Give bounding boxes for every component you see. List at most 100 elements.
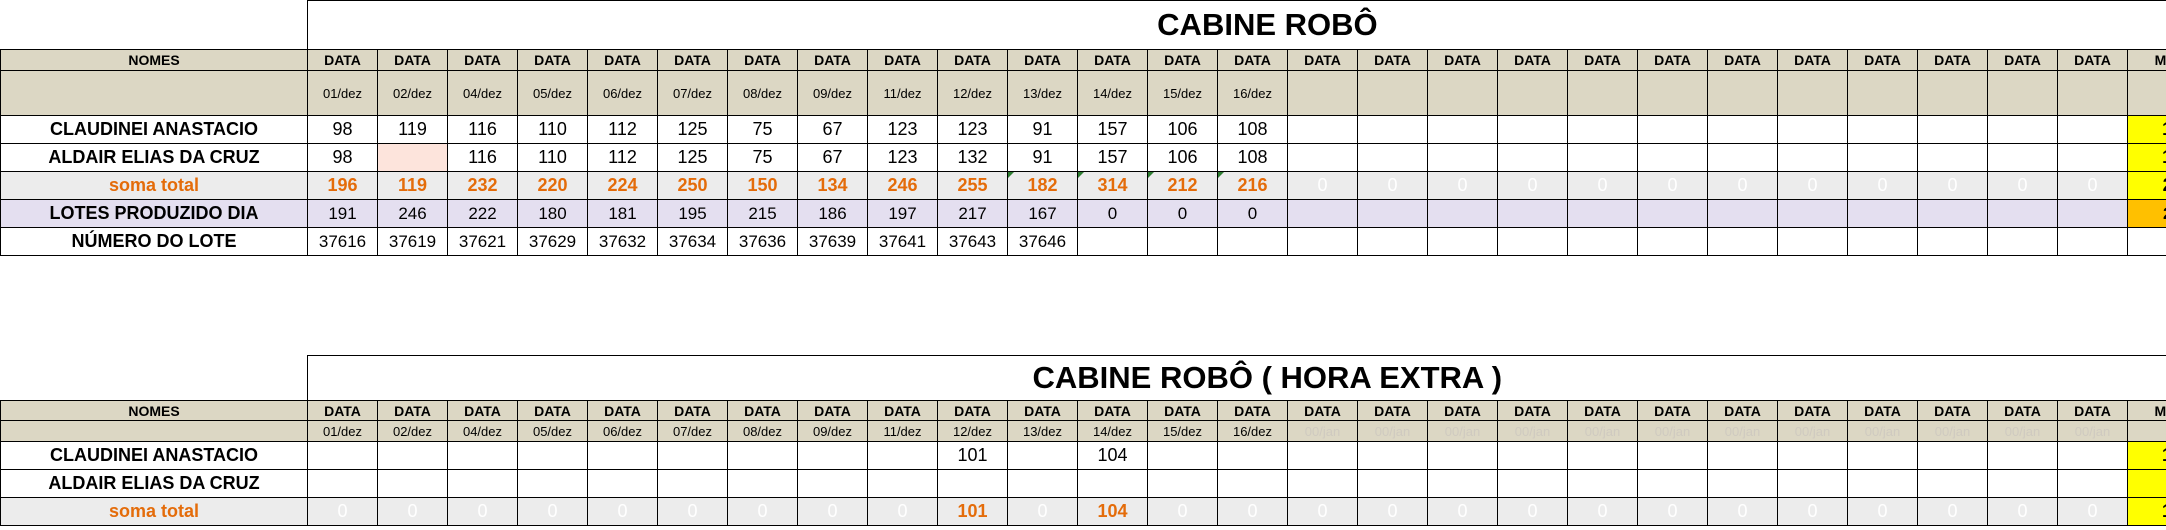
soma-total-cell[interactable]: 0 — [657, 497, 728, 526]
date-cell[interactable]: 00/jan — [1847, 420, 1918, 442]
soma-total-cell[interactable]: 0 — [1987, 171, 2058, 200]
value-cell[interactable] — [1567, 441, 1638, 470]
soma-total-cell[interactable]: 101 — [937, 497, 1008, 526]
value-cell[interactable] — [867, 441, 938, 470]
value-cell[interactable]: 98 — [307, 115, 378, 144]
numero-lote-cell[interactable]: 37629 — [517, 227, 588, 256]
soma-total-cell[interactable]: 0 — [1357, 497, 1428, 526]
soma-total-cell[interactable]: 216 — [1217, 171, 1288, 200]
media-value[interactable]: 109 — [2126, 115, 2166, 144]
value-cell[interactable] — [1917, 115, 1988, 144]
data-header[interactable]: DATA — [1077, 400, 1148, 421]
lotes-produzido-label[interactable]: LOTES PRODUZIDO DIA — [0, 199, 308, 228]
lotes-cell[interactable]: 167 — [1007, 199, 1078, 228]
data-header[interactable]: DATA — [1287, 49, 1358, 71]
numero-lote-cell[interactable]: 37643 — [937, 227, 1008, 256]
soma-total-cell[interactable]: 196 — [307, 171, 378, 200]
employee-name[interactable]: CLAUDINEI ANASTACIO — [0, 441, 308, 470]
nomes-header[interactable]: NOMES — [0, 49, 308, 71]
data-header[interactable]: DATA — [377, 400, 448, 421]
date-cell[interactable]: 08/dez — [727, 420, 798, 442]
soma-total-cell[interactable]: 0 — [1637, 497, 1708, 526]
numero-lote-cell[interactable] — [1847, 227, 1918, 256]
date-cell[interactable] — [1357, 70, 1428, 116]
media-header[interactable]: MÉDIA — [2126, 400, 2166, 421]
lotes-cell[interactable]: 215 — [727, 199, 798, 228]
numero-lote-media[interactable] — [2126, 227, 2166, 256]
value-cell[interactable] — [1427, 143, 1498, 172]
value-cell[interactable] — [1217, 469, 1288, 498]
soma-total-cell[interactable]: 0 — [447, 497, 518, 526]
data-header[interactable]: DATA — [1917, 400, 1988, 421]
value-cell[interactable] — [1357, 115, 1428, 144]
numero-lote-cell[interactable] — [1777, 227, 1848, 256]
soma-total-cell[interactable]: 0 — [1777, 171, 1848, 200]
date-cell[interactable]: 02/dez — [377, 70, 448, 116]
data-header[interactable]: DATA — [1147, 49, 1218, 71]
value-cell[interactable] — [727, 469, 798, 498]
value-cell[interactable] — [1497, 469, 1568, 498]
date-cell[interactable] — [1707, 70, 1778, 116]
value-cell[interactable] — [1707, 115, 1778, 144]
numero-lote-cell[interactable]: 37639 — [797, 227, 868, 256]
value-cell[interactable]: 110 — [517, 143, 588, 172]
numero-lote-cell[interactable] — [1217, 227, 1288, 256]
soma-total-cell[interactable]: 0 — [1217, 497, 1288, 526]
data-header[interactable]: DATA — [797, 49, 868, 71]
data-header[interactable]: DATA — [517, 49, 588, 71]
soma-total-cell[interactable]: 119 — [377, 171, 448, 200]
media-value[interactable] — [2126, 469, 2166, 498]
value-cell[interactable] — [1567, 143, 1638, 172]
value-cell[interactable]: 106 — [1147, 143, 1218, 172]
lotes-cell[interactable]: 197 — [867, 199, 938, 228]
date-cell[interactable]: 00/jan — [1987, 420, 2058, 442]
soma-total-cell[interactable]: 246 — [867, 171, 938, 200]
data-header[interactable]: DATA — [657, 400, 728, 421]
value-cell[interactable] — [1987, 469, 2058, 498]
lotes-cell[interactable] — [1847, 199, 1918, 228]
value-cell[interactable] — [1987, 115, 2058, 144]
value-cell[interactable] — [377, 143, 448, 172]
value-cell[interactable] — [1777, 469, 1848, 498]
value-cell[interactable] — [1217, 441, 1288, 470]
soma-total-label[interactable]: soma total — [0, 171, 308, 200]
data-header[interactable]: DATA — [587, 400, 658, 421]
value-cell[interactable] — [1287, 441, 1358, 470]
value-cell[interactable] — [727, 441, 798, 470]
value-cell[interactable] — [2057, 469, 2128, 498]
value-cell[interactable]: 125 — [657, 115, 728, 144]
value-cell[interactable] — [1357, 143, 1428, 172]
date-cell[interactable] — [1987, 70, 2058, 116]
date-cell[interactable]: 16/dez — [1217, 70, 1288, 116]
employee-name[interactable]: ALDAIR ELIAS DA CRUZ — [0, 469, 308, 498]
date-cell[interactable] — [1847, 70, 1918, 116]
date-cell[interactable]: 04/dez — [447, 420, 518, 442]
data-header[interactable]: DATA — [1357, 400, 1428, 421]
numero-lote-cell[interactable]: 37616 — [307, 227, 378, 256]
soma-total-cell[interactable]: 0 — [2057, 497, 2128, 526]
value-cell[interactable] — [1707, 469, 1778, 498]
date-cell[interactable]: 15/dez — [1147, 420, 1218, 442]
soma-total-cell[interactable]: 0 — [1707, 497, 1778, 526]
numero-lote-cell[interactable]: 37646 — [1007, 227, 1078, 256]
dates-label-cell[interactable] — [0, 420, 308, 442]
soma-total-cell[interactable]: 0 — [867, 497, 938, 526]
soma-total-cell[interactable]: 0 — [1497, 497, 1568, 526]
data-header[interactable]: DATA — [1567, 400, 1638, 421]
value-cell[interactable] — [1637, 143, 1708, 172]
numero-lote-cell[interactable] — [1077, 227, 1148, 256]
numero-lote-cell[interactable]: 37621 — [447, 227, 518, 256]
lotes-cell[interactable]: 0 — [1217, 199, 1288, 228]
date-cell[interactable]: 14/dez — [1077, 420, 1148, 442]
numero-lote-cell[interactable] — [1357, 227, 1428, 256]
lotes-cell[interactable] — [1287, 199, 1358, 228]
data-header[interactable]: DATA — [1217, 400, 1288, 421]
numero-lote-cell[interactable]: 37619 — [377, 227, 448, 256]
numero-lote-label[interactable]: NÚMERO DO LOTE — [0, 227, 308, 256]
value-cell[interactable]: 75 — [727, 115, 798, 144]
lotes-cell[interactable] — [1917, 199, 1988, 228]
value-cell[interactable] — [937, 469, 1008, 498]
value-cell[interactable] — [1847, 143, 1918, 172]
date-cell[interactable]: 07/dez — [657, 420, 728, 442]
lotes-cell[interactable]: 222 — [447, 199, 518, 228]
